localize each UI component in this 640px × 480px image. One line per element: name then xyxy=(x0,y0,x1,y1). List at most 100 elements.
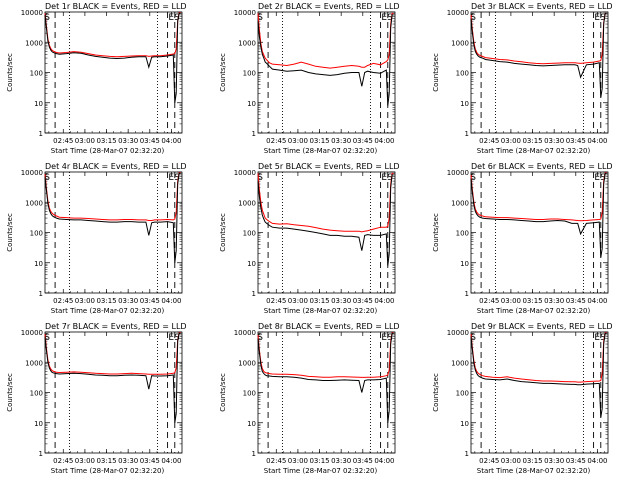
x-tick-label: 03:15 xyxy=(522,297,542,305)
y-tick-label: 10 xyxy=(34,260,43,268)
x-tick-label: 03:15 xyxy=(309,297,329,305)
marker-label-E: E xyxy=(381,173,387,183)
y-tick-label: 1 xyxy=(465,290,469,298)
x-tick-label: 03:00 xyxy=(288,457,308,465)
y-tick-label: 10000 xyxy=(21,169,43,177)
y-tick-label: 10 xyxy=(34,100,43,108)
chart-title: Det 1r BLACK = Events, RED = LLD xyxy=(45,2,187,11)
x-tick-label: 03:30 xyxy=(118,457,138,465)
series-line-lld xyxy=(44,172,181,221)
chart-title: Det 7r BLACK = Events, RED = LLD xyxy=(45,322,187,331)
series-line-lld xyxy=(257,12,394,69)
y-tick-label: 1000 xyxy=(451,199,469,207)
chart-title: Det 5r BLACK = Events, RED = LLD xyxy=(258,162,400,171)
x-tick-label: 04:00 xyxy=(161,297,181,305)
y-tick-label: 10000 xyxy=(447,329,469,337)
x-tick-label: 03:45 xyxy=(353,457,373,465)
marker-label-E: E xyxy=(381,333,387,343)
series-line-events xyxy=(257,332,394,423)
chart-svg: Det 9r BLACK = Events, RED = LLD 1 10 100 10… xyxy=(432,322,613,475)
y-axis-label: Counts/sec xyxy=(6,373,14,412)
chart-title: Det 9r BLACK = Events, RED = LLD xyxy=(471,322,613,331)
y-tick-label: 10000 xyxy=(21,9,43,17)
series-line-lld xyxy=(470,332,607,383)
series-line-events xyxy=(257,14,394,106)
y-tick-label: 1 xyxy=(465,450,469,458)
y-tick-label: 100 xyxy=(456,230,469,238)
chart-svg: Det 5r BLACK = Events, RED = LLD 1 10 100 10… xyxy=(219,162,400,315)
y-axis-label: Counts/sec xyxy=(219,373,227,412)
y-tick-label: 10 xyxy=(460,420,469,428)
x-tick-label: 03:30 xyxy=(544,297,564,305)
x-tick-label: 02:45 xyxy=(479,137,499,145)
y-tick-label: 100 xyxy=(243,230,256,238)
plot-frame xyxy=(470,171,609,294)
chart-svg: Det 7r BLACK = Events, RED = LLD 1 10 100 10… xyxy=(6,322,187,475)
y-tick-label: 1 xyxy=(39,290,43,298)
x-tick-label: 04:00 xyxy=(587,137,607,145)
x-tick-label: 03:00 xyxy=(501,297,521,305)
marker-label-S: S xyxy=(44,173,50,183)
chart-title: Det 2r BLACK = Events, RED = LLD xyxy=(258,2,400,11)
chart-svg: Det 2r BLACK = Events, RED = LLD 1 10 100 10… xyxy=(219,2,400,155)
x-tick-label: 03:15 xyxy=(309,457,329,465)
y-tick-label: 10 xyxy=(34,420,43,428)
chart-svg: Det 8r BLACK = Events, RED = LLD 1 10 100 10… xyxy=(219,322,400,475)
x-tick-label: 02:45 xyxy=(53,137,73,145)
x-axis-label: Start Time (28-Mar-07 02:32:20) xyxy=(477,147,591,155)
series-line-lld xyxy=(470,172,607,222)
chart-panel-det-2r: Det 2r BLACK = Events, RED = LLD 1 10 100 10… xyxy=(213,0,426,160)
x-tick-label: 02:45 xyxy=(266,457,286,465)
y-tick-label: 10 xyxy=(247,260,256,268)
marker-label-S: S xyxy=(257,333,263,343)
x-tick-label: 03:00 xyxy=(501,457,521,465)
plot-frame xyxy=(257,171,396,294)
x-axis-label: Start Time (28-Mar-07 02:32:20) xyxy=(51,307,165,315)
x-tick-label: 03:30 xyxy=(118,137,138,145)
chart-title: Det 8r BLACK = Events, RED = LLD xyxy=(258,322,400,331)
series-line-lld xyxy=(44,332,181,375)
y-tick-label: 10 xyxy=(460,100,469,108)
y-tick-label: 1000 xyxy=(451,359,469,367)
y-tick-label: 10000 xyxy=(234,9,256,17)
chart-panel-det-8r: Det 8r BLACK = Events, RED = LLD 1 10 100 10… xyxy=(213,320,426,480)
plot-frame xyxy=(470,11,609,134)
x-axis-label: Start Time (28-Mar-07 02:32:20) xyxy=(51,467,165,475)
marker-label-S: S xyxy=(387,13,393,23)
x-axis-label: Start Time (28-Mar-07 02:32:20) xyxy=(477,307,591,315)
chart-svg: Det 1r BLACK = Events, RED = LLD 1 10 100 10… xyxy=(6,2,187,155)
x-tick-label: 04:00 xyxy=(587,457,607,465)
y-tick-label: 1 xyxy=(39,130,43,138)
chart-panel-det-1r: Det 1r BLACK = Events, RED = LLD 1 10 100 10… xyxy=(0,0,213,160)
x-tick-label: 03:00 xyxy=(75,457,95,465)
marker-label-S: S xyxy=(600,333,606,343)
y-tick-label: 1 xyxy=(252,290,256,298)
chart-title: Det 4r BLACK = Events, RED = LLD xyxy=(45,162,187,171)
marker-label-S: S xyxy=(387,173,393,183)
series-line-lld xyxy=(257,332,394,378)
marker-label-S: S xyxy=(387,333,393,343)
marker-label-S: S xyxy=(470,13,476,23)
y-tick-label: 100 xyxy=(30,390,43,398)
x-tick-label: 04:00 xyxy=(374,137,394,145)
y-tick-label: 10 xyxy=(247,420,256,428)
x-axis-label: Start Time (28-Mar-07 02:32:20) xyxy=(264,147,378,155)
x-tick-label: 02:45 xyxy=(53,297,73,305)
y-tick-label: 1000 xyxy=(25,359,43,367)
marker-label-S: S xyxy=(174,333,180,343)
x-tick-label: 03:30 xyxy=(118,297,138,305)
marker-label-E: E xyxy=(594,13,600,23)
series-line-lld xyxy=(44,12,181,58)
y-tick-label: 100 xyxy=(456,70,469,78)
series-line-events xyxy=(44,12,181,103)
y-tick-label: 10000 xyxy=(447,9,469,17)
marker-label-E: E xyxy=(168,173,174,183)
marker-label-S: S xyxy=(470,333,476,343)
marker-label-E: E xyxy=(168,333,174,343)
x-tick-label: 02:45 xyxy=(479,457,499,465)
y-tick-label: 10000 xyxy=(21,329,43,337)
y-tick-label: 1000 xyxy=(238,359,256,367)
x-tick-label: 03:45 xyxy=(353,297,373,305)
x-tick-label: 02:45 xyxy=(266,137,286,145)
y-axis-label: Counts/sec xyxy=(6,213,14,252)
